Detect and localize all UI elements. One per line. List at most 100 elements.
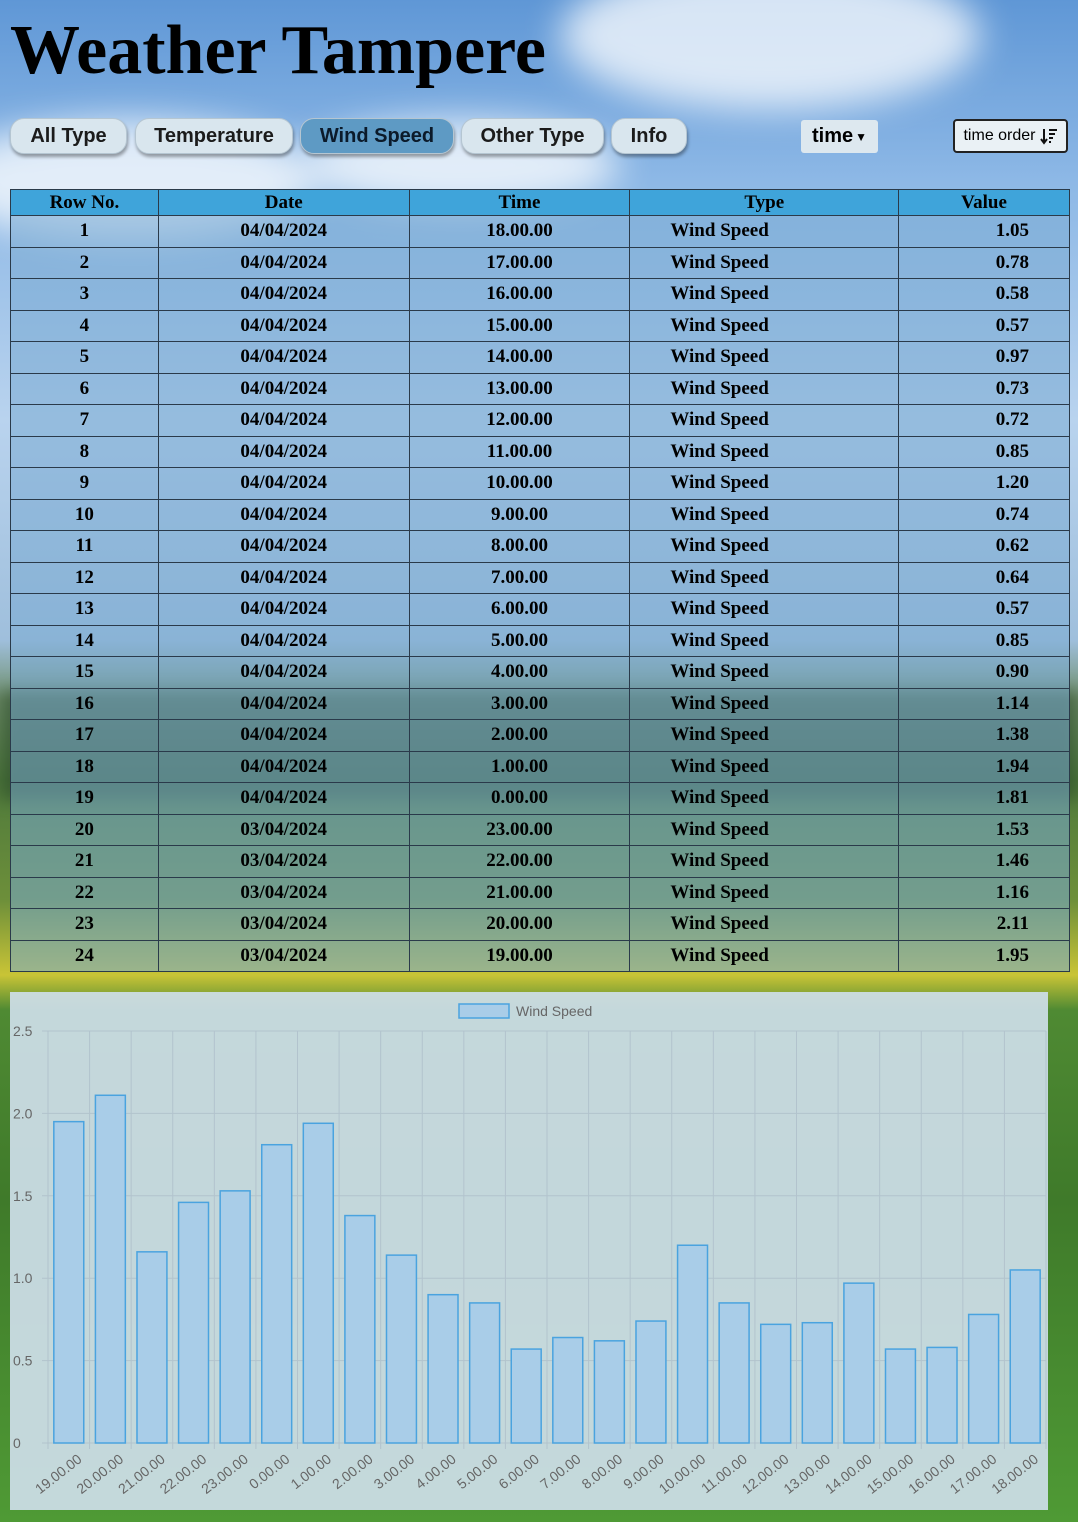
cell-value: 0.90: [898, 656, 1070, 689]
cell-type: Wind Speed: [629, 750, 900, 783]
cell-time: 19.00.00: [408, 939, 631, 972]
x-tick-label: 10.00.00: [656, 1451, 709, 1497]
cell-time: 1.00.00: [408, 750, 631, 783]
cell-type: Wind Speed: [629, 687, 900, 720]
cell-value: 0.57: [898, 593, 1070, 626]
cell-date: 04/04/2024: [157, 372, 410, 405]
cell-row-no: 21: [10, 845, 159, 878]
cell-date: 04/04/2024: [157, 656, 410, 689]
cell-value: 0.85: [898, 624, 1070, 657]
bar: [177, 1201, 210, 1444]
wind-speed-chart: Wind Speed 0 0.5 1.0 1.5 2.0 2.5 19.00.00 20.00.…: [10, 992, 1048, 1510]
time-order-label: time order: [963, 127, 1036, 144]
cell-row-no: 8: [10, 435, 159, 468]
table-row: 22 03/04/2024 21.00.00 Wind Speed 1.16: [10, 876, 1070, 909]
tab-info[interactable]: Info: [611, 118, 687, 154]
legend-label: Wind Speed: [516, 1003, 592, 1019]
chart-canvas: Wind Speed00.51.01.52.02.519.00.0020.00.…: [13, 1003, 1047, 1497]
table-row: 12 04/04/2024 7.00.00 Wind Speed 0.64: [10, 561, 1070, 594]
tab-temperature[interactable]: Temperature: [135, 118, 293, 154]
cell-value: 2.11: [898, 908, 1070, 941]
tab-all-type[interactable]: All Type: [10, 118, 127, 154]
cell-value: 0.85: [898, 435, 1070, 468]
bar: [843, 1282, 875, 1444]
bar: [552, 1336, 584, 1444]
cell-type: Wind Speed: [629, 908, 900, 941]
cell-time: 2.00.00: [408, 719, 631, 752]
cell-date: 03/04/2024: [157, 939, 410, 972]
cell-type: Wind Speed: [629, 593, 900, 626]
cell-time: 12.00.00: [408, 404, 631, 437]
table-row: 3 04/04/2024 16.00.00 Wind Speed 0.58: [10, 278, 1070, 311]
cell-row-no: 20: [10, 813, 159, 846]
cell-value: 1.05: [898, 215, 1070, 248]
cell-type: Wind Speed: [629, 404, 900, 437]
cell-date: 03/04/2024: [157, 876, 410, 909]
bar: [759, 1323, 792, 1444]
cell-row-no: 24: [10, 939, 159, 972]
table-row: 14 04/04/2024 5.00.00 Wind Speed 0.85: [10, 624, 1070, 657]
cell-row-no: 9: [10, 467, 159, 500]
cell-row-no: 22: [10, 876, 159, 909]
tab-wind-speed[interactable]: Wind Speed: [300, 118, 454, 154]
cell-value: 0.58: [898, 278, 1070, 311]
cell-row-no: 1: [10, 215, 159, 248]
cell-date: 04/04/2024: [157, 309, 410, 342]
caret-down-icon: ▼: [855, 129, 867, 144]
cell-type: Wind Speed: [629, 435, 900, 468]
time-order-button[interactable]: time order: [953, 119, 1068, 153]
table-row: 9 04/04/2024 10.00.00 Wind Speed 1.20: [10, 467, 1070, 500]
cell-date: 04/04/2024: [157, 341, 410, 374]
cell-type: Wind Speed: [629, 845, 900, 878]
cell-value: 1.38: [898, 719, 1070, 752]
cell-row-no: 14: [10, 624, 159, 657]
cell-type: Wind Speed: [629, 309, 900, 342]
cell-value: 0.73: [898, 372, 1070, 405]
bar: [1009, 1269, 1041, 1444]
bar: [94, 1094, 127, 1444]
table-row: 18 04/04/2024 1.00.00 Wind Speed 1.94: [10, 750, 1070, 783]
cell-value: 1.53: [898, 813, 1070, 846]
table-row: 2 04/04/2024 17.00.00 Wind Speed 0.78: [10, 246, 1070, 279]
cell-date: 04/04/2024: [157, 278, 410, 311]
cell-type: Wind Speed: [629, 530, 900, 563]
cell-date: 04/04/2024: [157, 498, 410, 531]
cell-date: 04/04/2024: [157, 215, 410, 248]
cell-row-no: 10: [10, 498, 159, 531]
table-row: 19 04/04/2024 0.00.00 Wind Speed 1.81: [10, 782, 1070, 815]
sort-field-select[interactable]: time ▼: [801, 120, 878, 153]
cell-value: 1.14: [898, 687, 1070, 720]
y-tick-label: 0: [13, 1435, 21, 1451]
column-header-time: Time: [408, 189, 631, 216]
x-tick-label: 23.00.00: [198, 1451, 251, 1497]
bar: [593, 1340, 626, 1444]
bar: [427, 1293, 459, 1444]
column-header-value: Value: [898, 189, 1070, 216]
table-row: 24 03/04/2024 19.00.00 Wind Speed 1.95: [10, 939, 1070, 972]
bar: [344, 1214, 376, 1444]
table-row: 5 04/04/2024 14.00.00 Wind Speed 0.97: [10, 341, 1070, 374]
y-tick-label: 0.5: [13, 1353, 33, 1369]
cell-time: 23.00.00: [408, 813, 631, 846]
sort-field-value: time: [811, 125, 854, 147]
bar: [53, 1120, 85, 1444]
column-header-date: Date: [157, 189, 410, 216]
cell-date: 04/04/2024: [157, 687, 410, 720]
cell-value: 0.72: [898, 404, 1070, 437]
cell-value: 0.97: [898, 341, 1070, 374]
cell-date: 04/04/2024: [157, 719, 410, 752]
table-row: 16 04/04/2024 3.00.00 Wind Speed 1.14: [10, 687, 1070, 720]
cell-time: 22.00.00: [408, 845, 631, 878]
cell-row-no: 5: [10, 341, 159, 374]
tab-other-type[interactable]: Other Type: [461, 118, 604, 154]
cell-type: Wind Speed: [629, 782, 900, 815]
cell-row-no: 12: [10, 561, 159, 594]
x-tick-label: 4.00.00: [412, 1451, 459, 1492]
column-header-type: Type: [629, 189, 900, 216]
cell-date: 03/04/2024: [157, 845, 410, 878]
cell-time: 0.00.00: [408, 782, 631, 815]
cell-time: 7.00.00: [408, 561, 631, 594]
cell-type: Wind Speed: [629, 813, 900, 846]
cell-value: 1.94: [898, 750, 1070, 783]
cell-time: 21.00.00: [408, 876, 631, 909]
